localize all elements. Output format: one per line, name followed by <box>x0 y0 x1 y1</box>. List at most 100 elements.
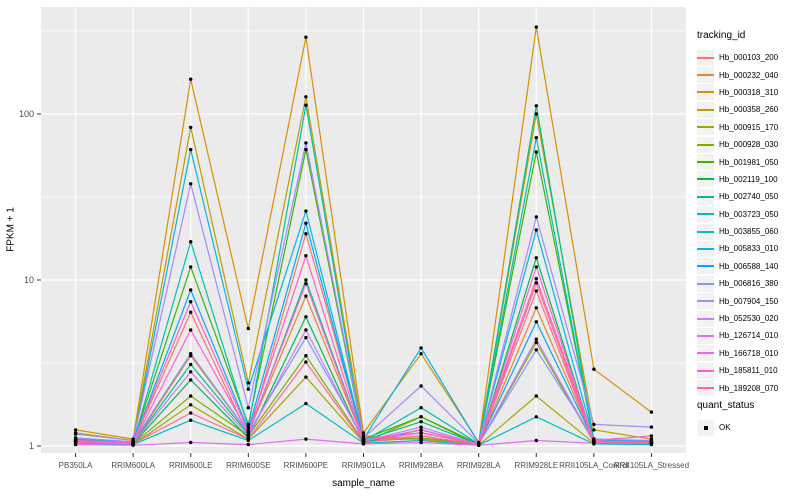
legend-key <box>697 380 714 397</box>
data-point <box>419 431 423 435</box>
data-point <box>73 428 78 432</box>
legend-key <box>697 206 714 223</box>
legend-line-swatch <box>697 369 714 372</box>
data-point <box>419 434 423 438</box>
data-point <box>534 25 538 29</box>
legend-line-swatch <box>697 230 714 233</box>
legend-item: Hb_166718_010 <box>697 345 797 362</box>
data-point <box>304 95 308 99</box>
black-square-point-icon <box>703 425 708 430</box>
legend-key <box>697 119 714 136</box>
data-point <box>246 430 250 434</box>
legend-item-label: Hb_000358_260 <box>719 105 779 115</box>
y-tick-label: 100 <box>19 109 34 119</box>
data-point <box>189 265 193 269</box>
x-tick-label: RRII105LA_Stressed <box>614 461 689 470</box>
legend-item-label: Hb_006588_140 <box>719 261 779 271</box>
data-point <box>73 440 78 445</box>
legend-item: Hb_185811_010 <box>697 362 797 379</box>
legend-line-swatch <box>697 352 714 355</box>
data-point <box>534 340 538 345</box>
legend-quant-items: OK <box>697 419 797 436</box>
legend-key <box>697 258 714 275</box>
data-point <box>189 370 193 374</box>
data-point <box>246 425 250 429</box>
legend-item: Hb_005833_010 <box>697 240 797 257</box>
y-axis-title: FPKM + 1 <box>5 207 17 252</box>
legend-item: Hb_000915_170 <box>697 119 797 136</box>
legend-item: Hb_126714_010 <box>697 327 797 344</box>
data-point <box>246 326 250 331</box>
legend-item-label: Hb_006816_380 <box>719 279 779 289</box>
data-point <box>419 420 423 424</box>
data-point <box>304 221 308 225</box>
legend-key <box>697 136 714 153</box>
legend-item-quant: OK <box>697 419 797 436</box>
data-point <box>246 434 250 438</box>
data-point <box>189 394 193 398</box>
data-point <box>534 281 538 285</box>
data-point <box>189 300 193 304</box>
data-point <box>534 289 538 293</box>
legend-item-label: Hb_002119_100 <box>719 174 778 184</box>
y-tick-label: 1 <box>29 441 34 451</box>
data-point <box>304 282 308 286</box>
data-point <box>534 104 538 108</box>
data-point <box>534 438 538 443</box>
data-point <box>534 320 538 324</box>
data-point <box>246 387 250 391</box>
legend-quant-title: quant_status <box>697 400 755 411</box>
data-point <box>592 367 596 371</box>
data-point <box>419 425 423 429</box>
legend-line-swatch <box>697 300 714 303</box>
legend-key <box>697 293 714 310</box>
legend-item: Hb_002119_100 <box>697 171 797 188</box>
legend-line-swatch <box>697 178 714 181</box>
data-point <box>304 294 308 298</box>
legend-item-label: Hb_052530_020 <box>719 314 779 324</box>
legend-key <box>697 327 714 344</box>
data-point <box>304 35 308 39</box>
data-point <box>534 306 538 310</box>
data-point <box>534 348 538 352</box>
data-point <box>534 337 538 341</box>
legend-item-label: Hb_003723_050 <box>719 209 779 219</box>
data-point <box>304 315 308 319</box>
data-point <box>534 256 538 260</box>
legend-key <box>697 345 714 362</box>
legend-key <box>697 223 714 240</box>
data-point <box>361 440 366 445</box>
legend-item: Hb_000232_040 <box>697 66 797 84</box>
legend-item-label: Hb_002740_050 <box>719 192 779 202</box>
y-tick-label: 10 <box>24 275 34 285</box>
x-tick-label: RRIM928LE <box>514 461 558 470</box>
data-point <box>592 428 596 432</box>
data-point <box>246 406 250 410</box>
legend-key <box>697 154 714 171</box>
legend-tracking-id: tracking_id Hb_000103_200 Hb_000232_040 Hb… <box>697 30 797 397</box>
legend-item-label: OK <box>719 423 731 433</box>
data-point <box>304 278 308 282</box>
legend-key <box>697 101 714 118</box>
legend-line-swatch <box>697 265 714 268</box>
x-tick-label: RRIM600LA <box>111 461 155 470</box>
data-point <box>361 436 366 440</box>
legend-item-label: Hb_166718_010 <box>719 348 779 358</box>
data-point <box>246 442 250 447</box>
legend-key <box>697 84 714 101</box>
x-tick-label: RRII105LA_Control <box>559 461 629 470</box>
legend-line-swatch <box>697 91 714 94</box>
data-point <box>189 362 193 367</box>
data-point <box>304 401 308 406</box>
legend-item-label: Hb_007904_150 <box>719 296 779 306</box>
legend-line-swatch <box>697 213 714 216</box>
data-point <box>477 442 481 447</box>
data-point <box>131 442 135 446</box>
data-point <box>189 328 193 332</box>
data-point <box>649 441 654 445</box>
legend-key <box>697 362 714 379</box>
legend-line-swatch <box>697 317 714 320</box>
legend-item-label: Hb_003855_060 <box>719 227 779 237</box>
data-point <box>189 147 193 152</box>
